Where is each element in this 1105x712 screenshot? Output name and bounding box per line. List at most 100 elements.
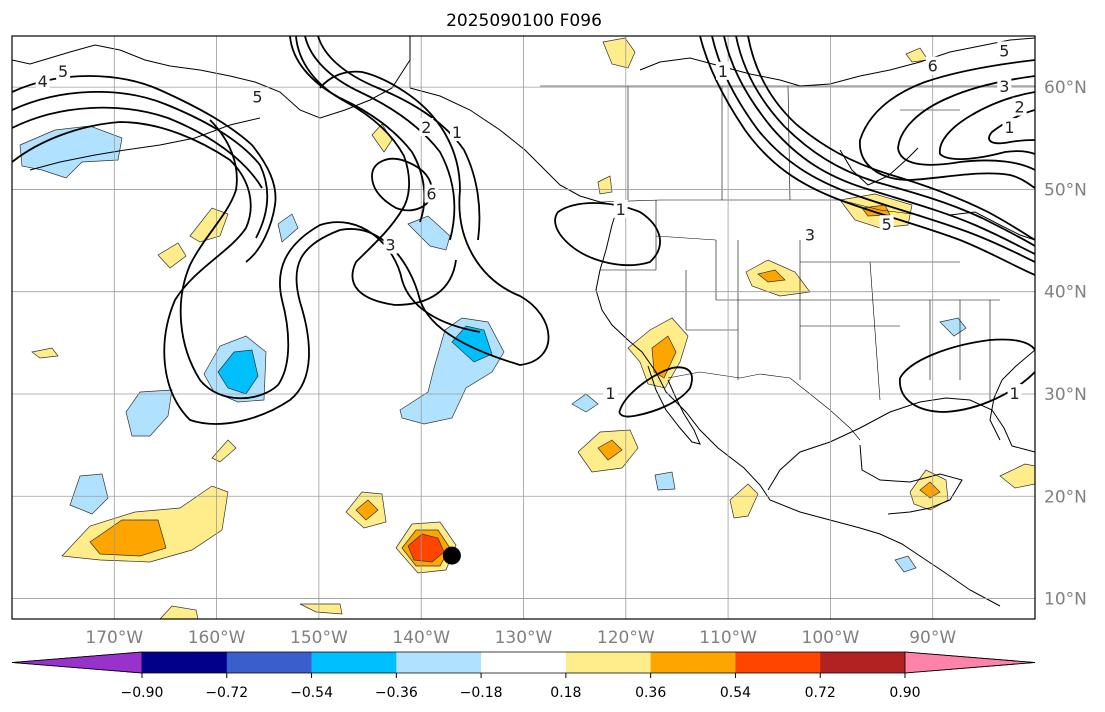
figure-title: 2025090100 F096 [446, 11, 602, 31]
contour-label-bg [715, 61, 730, 80]
boundaries [409, 36, 1035, 441]
contour-label: 1 [616, 200, 626, 219]
anomaly-region-pos [189, 207, 229, 243]
anomaly-region-pos [89, 519, 167, 557]
contour-label-bg [56, 61, 71, 80]
colorbar-segment [226, 652, 313, 673]
colorbar: −0.90 −0.72 −0.54 −0.36 −0.18 0.18 0.36 0.54 0.7… [11, 651, 1036, 701]
colorbar-tick-label: 0.54 [720, 685, 751, 701]
coastline-bc-panhandle [409, 87, 619, 207]
anomaly-region-neg [571, 393, 599, 413]
colorbar-segment [396, 652, 482, 673]
latitude-tick-label: 60°N [1044, 78, 1087, 98]
longitude-tick-label: 130°W [495, 628, 553, 648]
latitude-tick-label: 40°N [1044, 283, 1087, 303]
colorbar-tick-label: 0.90 [889, 685, 920, 701]
anomaly-region-neg [939, 317, 967, 337]
contour-line [735, 36, 1035, 247]
anomaly-region-neg [125, 389, 173, 437]
contour-label: 2 [1015, 98, 1025, 117]
contour-label: 1 [452, 123, 462, 142]
contour-line [179, 119, 481, 400]
contour-label-bg [35, 72, 50, 91]
contour-line [12, 106, 263, 189]
colorbar-tick-label: 0.18 [550, 685, 581, 701]
longitude-tick-label: 150°W [290, 628, 348, 648]
contour-line [554, 202, 661, 266]
contour-label: 5 [999, 41, 1009, 60]
contour-label: 6 [928, 57, 938, 76]
contour-label-bg [419, 118, 434, 137]
contour-label-bg [450, 123, 465, 142]
marker-layer [442, 546, 461, 565]
contour-label-bg [1002, 118, 1017, 137]
contour-line [938, 91, 1035, 160]
colorbar-tick-label: −0.18 [460, 685, 503, 701]
coastline-gulf-mexico [767, 397, 1035, 491]
anomaly-region-neg [19, 125, 123, 179]
anomaly-region-pos [157, 242, 187, 269]
latitude-tick-label: 30°N [1044, 385, 1087, 405]
contour-label-bg [997, 41, 1012, 60]
coastline-hudson [839, 147, 919, 186]
colorbar-tick-label: −0.90 [121, 685, 164, 701]
anomaly-region-pos [919, 481, 941, 499]
longitude-labels: 170°W 160°W 150°W 140°W 130°W 120°W 110°W 100°W… [85, 628, 956, 648]
anomaly-region-pos [861, 204, 891, 217]
colorbar-segment [650, 652, 736, 673]
contour-label: 2 [421, 118, 431, 137]
contour-label: 1 [718, 62, 728, 81]
anomaly-region-neg [69, 473, 109, 515]
colorbar-segment [735, 652, 821, 673]
contour-line [12, 70, 550, 425]
longitude-tick-label: 140°W [392, 628, 450, 648]
contour-line [12, 75, 277, 263]
contour-label-bg [925, 56, 940, 75]
contour-label: 6 [426, 185, 436, 204]
contour-label-bg [879, 215, 894, 234]
colorbar-tick-label: −0.36 [375, 685, 418, 701]
coastline-east [989, 349, 1035, 441]
anomaly-region-pos [597, 439, 623, 461]
contour-line [289, 36, 426, 223]
longitude-tick-label: 120°W [597, 628, 655, 648]
negative-anomalies [19, 125, 967, 573]
contour-label: 4 [38, 72, 48, 91]
latitude-tick-label: 20°N [1044, 487, 1087, 507]
colorbar-tick-label: −0.54 [290, 685, 333, 701]
anomaly-region-pos [31, 347, 59, 359]
colorbar-extend-max [904, 651, 1036, 674]
colorbar-segment [311, 652, 397, 673]
contour-label-bg [1007, 383, 1022, 402]
anomaly-region-pos [602, 37, 636, 69]
contour-label: 5 [252, 87, 262, 106]
anomaly-region-neg [894, 555, 917, 573]
contour-label-bg [250, 87, 265, 106]
anomaly-region-pos [757, 269, 786, 283]
contour-label: 1 [1009, 384, 1019, 403]
contour-label: 3 [385, 236, 395, 255]
coastline-alaska [12, 36, 411, 119]
contour-label: 3 [805, 225, 815, 244]
longitude-tick-label: 170°W [85, 628, 143, 648]
anomaly-region-pos [299, 603, 343, 615]
border-canada-us [599, 199, 921, 216]
coastline-aleutians [29, 117, 261, 171]
latitude-tick-label: 10°N [1044, 590, 1087, 610]
longitude-tick-label: 90°W [909, 628, 956, 648]
contour-line [711, 36, 1035, 263]
contour-label-bg [1012, 97, 1027, 116]
contour-label-bg [613, 199, 628, 218]
border-us-mexico [667, 371, 861, 441]
anomaly-region-pos [159, 605, 199, 619]
longitude-tick-label: 110°W [699, 628, 757, 648]
latitude-tick-label: 50°N [1044, 180, 1087, 200]
contour-line [723, 36, 1035, 255]
contour-label: 5 [882, 215, 892, 234]
colorbar-extend-min [11, 651, 143, 674]
longitude-tick-label: 100°W [802, 628, 860, 648]
colorbar-tick-label: 0.72 [805, 685, 836, 701]
contour-label: 3 [999, 77, 1009, 96]
coastline-baja [647, 365, 701, 445]
